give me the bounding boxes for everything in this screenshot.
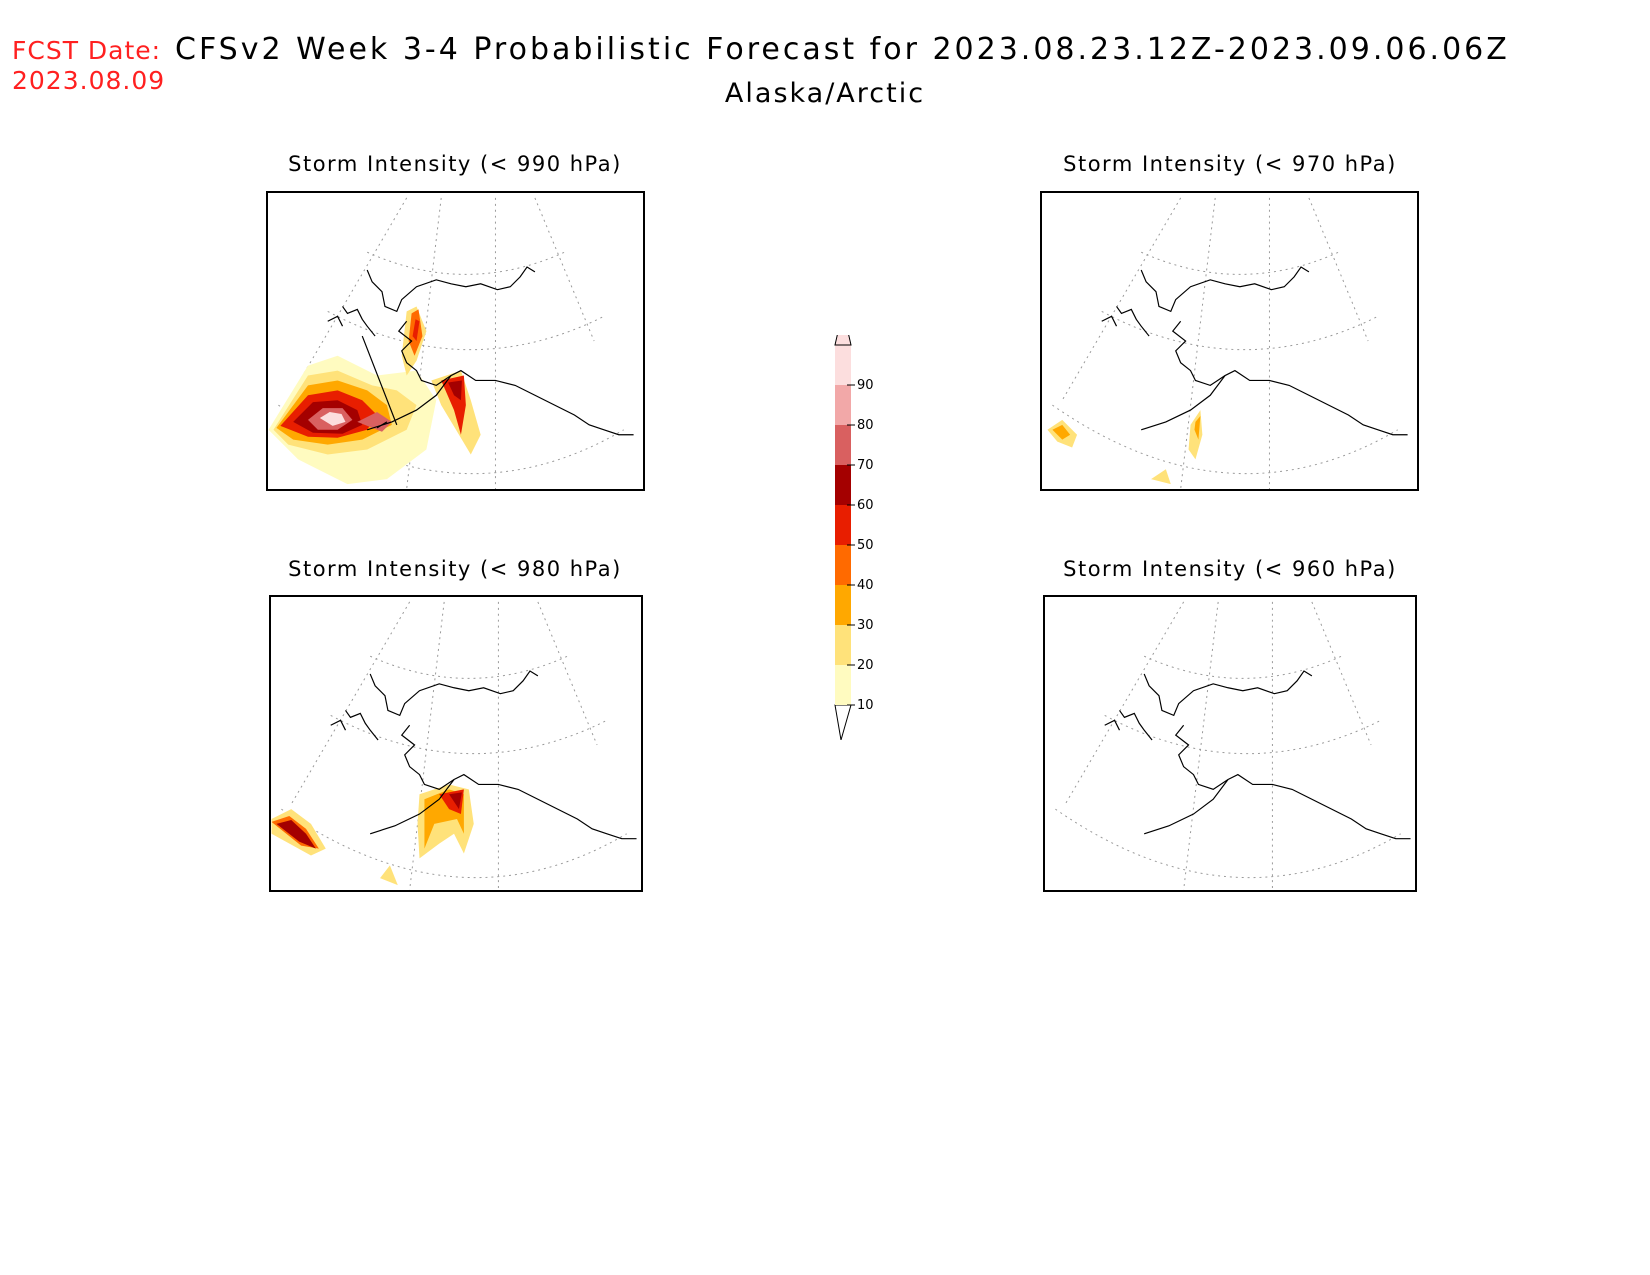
probability-shading xyxy=(1047,410,1203,485)
map-980 xyxy=(271,601,637,890)
legend-label: 60 xyxy=(857,498,874,513)
panel-title-970: Storm Intensity (< 970 hPa) xyxy=(1063,152,1397,176)
legend-swatch xyxy=(835,465,851,505)
legend-swatch xyxy=(835,545,851,585)
legend-label: 30 xyxy=(857,618,874,633)
probability-shading xyxy=(271,784,474,886)
legend-swatch xyxy=(835,385,851,425)
forecast-date-label: FCST Date: xyxy=(12,36,162,65)
legend-swatch xyxy=(835,585,851,625)
panel-title-990: Storm Intensity (< 990 hPa) xyxy=(288,152,622,176)
page-title: CFSv2 Week 3-4 Probabilistic Forecast fo… xyxy=(175,32,1510,67)
legend-swatch xyxy=(835,505,851,545)
coastline xyxy=(327,266,634,436)
legend-label: 40 xyxy=(857,578,874,593)
map-panel-960 xyxy=(1043,595,1417,892)
panel-title-960: Storm Intensity (< 960 hPa) xyxy=(1063,557,1397,581)
panel-title-980: Storm Intensity (< 980 hPa) xyxy=(288,557,622,581)
legend-swatch xyxy=(835,625,851,665)
map-970 xyxy=(1047,197,1408,489)
probability-shading xyxy=(268,306,481,485)
map-panel-970 xyxy=(1040,191,1419,491)
legend-label: 20 xyxy=(857,658,874,673)
legend-label: 70 xyxy=(857,458,874,473)
color-legend: 10 20 30 40 50 60 70 80 90 xyxy=(825,309,905,741)
page-subtitle: Alaska/Arctic xyxy=(724,78,926,109)
map-990 xyxy=(268,197,634,489)
legend-wedge-high xyxy=(834,309,852,346)
map-panel-990 xyxy=(266,191,645,491)
legend-label: 80 xyxy=(857,418,874,433)
forecast-date-block: FCST Date: 2023.08.09 xyxy=(12,36,165,96)
map-960 xyxy=(1055,601,1411,890)
legend-bar: 10 20 30 40 50 60 70 80 90 xyxy=(834,309,874,741)
map-panel-980 xyxy=(269,595,643,892)
legend-label: 10 xyxy=(857,698,874,713)
legend-swatch xyxy=(835,425,851,465)
legend-swatch xyxy=(835,345,851,385)
legend-label: 50 xyxy=(857,538,874,553)
legend-label: 90 xyxy=(857,378,874,393)
legend-wedge-low xyxy=(834,704,852,741)
forecast-date-value: 2023.08.09 xyxy=(12,66,166,95)
legend-swatch xyxy=(835,665,851,705)
